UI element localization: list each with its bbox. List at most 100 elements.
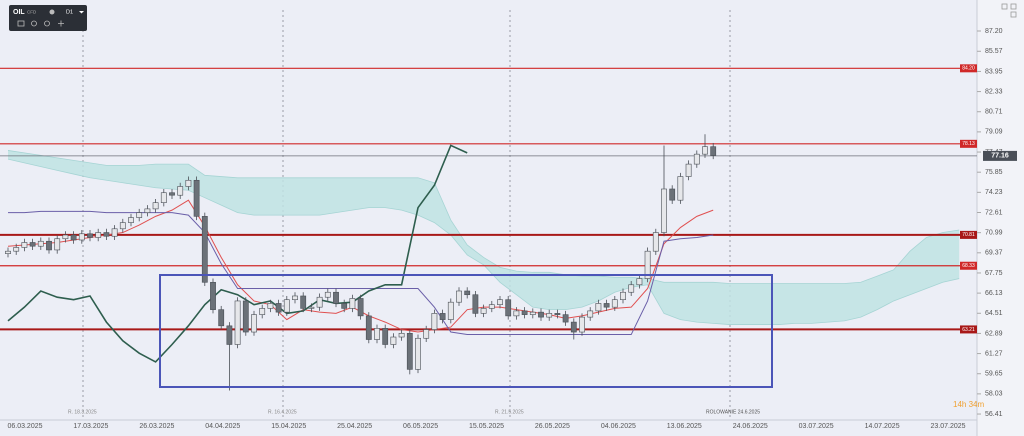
rollover-label: R. 21.5.2025 <box>495 409 524 415</box>
window-icons <box>1001 3 1017 18</box>
y-tick-label: 70.99 <box>985 229 1003 236</box>
candle-body <box>95 232 102 238</box>
y-tick-label: 85.57 <box>985 48 1003 55</box>
candle-body <box>357 298 364 317</box>
candle-body <box>620 291 626 301</box>
candle-body <box>226 325 233 345</box>
timeframe[interactable]: D1 <box>66 9 73 15</box>
candle-body <box>480 308 487 314</box>
candle-body <box>324 291 331 298</box>
y-tick-label: 82.33 <box>985 88 1003 95</box>
level-label-box <box>960 230 977 239</box>
x-tick-label: 04.06.2025 <box>601 423 636 430</box>
candle-body <box>570 321 577 333</box>
candle-body <box>365 315 372 340</box>
candle-body <box>693 153 700 165</box>
candle-body <box>54 238 61 251</box>
candle-body <box>497 299 503 305</box>
candle-body <box>128 217 134 223</box>
candle-body <box>702 146 708 155</box>
candle-body <box>111 228 118 237</box>
x-tick-label: 26.05.2025 <box>535 423 570 430</box>
candle-body <box>611 299 618 308</box>
zoom-in-icon[interactable] <box>44 20 50 27</box>
candle-body <box>300 295 307 309</box>
symbol: OIL <box>13 9 25 16</box>
x-tick-label: 15.04.2025 <box>271 423 306 430</box>
candle-body <box>595 303 602 312</box>
candle-body <box>259 308 266 315</box>
info-icon[interactable] <box>49 9 55 15</box>
candle-body <box>538 311 544 318</box>
candle-body <box>423 329 430 339</box>
y-tick-label: 58.03 <box>985 391 1003 398</box>
candle-body <box>579 316 585 333</box>
x-tick-label: 25.04.2025 <box>337 423 372 430</box>
candle-body <box>505 299 512 317</box>
indicator-line <box>7 144 468 363</box>
last-price-label: 77.16 <box>991 153 1009 160</box>
y-tick-label: 61.27 <box>985 350 1003 357</box>
y-tick-label: 64.51 <box>985 310 1003 317</box>
candle-body <box>292 295 298 301</box>
candle-body <box>87 233 93 238</box>
window-icon[interactable] <box>1010 11 1017 18</box>
y-tick-label: 83.95 <box>985 68 1003 75</box>
indicator-line <box>8 210 714 336</box>
candle-body <box>5 250 11 254</box>
move-icon[interactable] <box>58 20 64 27</box>
window-icon[interactable] <box>1001 3 1008 10</box>
candle-body <box>349 298 356 309</box>
candle-body <box>529 311 536 315</box>
last-price-box <box>983 150 1017 161</box>
level-label-box <box>960 261 977 270</box>
x-tick-label: 23.07.2025 <box>930 423 965 430</box>
candle-body <box>669 188 676 201</box>
candle-body <box>415 337 421 370</box>
candle-body <box>136 212 143 218</box>
candle-body <box>661 188 667 233</box>
candle-body <box>193 179 200 217</box>
candle-body <box>242 300 249 333</box>
y-tick-label: 74.23 <box>985 189 1003 196</box>
candle-body <box>177 186 184 196</box>
candle-body <box>46 240 52 251</box>
level-label: 68.33 <box>962 263 975 269</box>
x-tick-label: 13.06.2025 <box>667 423 702 430</box>
x-tick-label: 06.05.2025 <box>403 423 438 430</box>
candle-body <box>78 233 85 241</box>
candle-body <box>152 202 159 210</box>
window-icon[interactable] <box>1010 3 1017 10</box>
candle-body <box>37 240 44 247</box>
cloud-lower <box>7 158 960 325</box>
candle-body <box>201 216 208 283</box>
candle-body <box>169 192 175 196</box>
candle-body <box>456 290 462 303</box>
candle-body <box>587 310 594 318</box>
candle-body <box>652 232 659 252</box>
level-label: 78.13 <box>962 141 975 147</box>
candle-body <box>251 314 257 333</box>
candle-body <box>70 234 77 241</box>
x-tick-label: 14.07.2025 <box>865 423 900 430</box>
candle-body <box>316 296 323 308</box>
x-tick-label: 06.03.2025 <box>7 423 42 430</box>
zoom-out-icon[interactable] <box>31 20 37 27</box>
candle-body <box>308 306 315 309</box>
symbol-toolbar[interactable] <box>9 5 87 31</box>
dropdown-icon[interactable] <box>79 11 84 14</box>
annotation-box <box>159 274 773 388</box>
candle-body <box>374 328 380 340</box>
candle-body <box>333 291 339 304</box>
candle-body <box>210 281 216 310</box>
candle-body <box>464 290 471 296</box>
x-tick-label: 24.06.2025 <box>733 423 768 430</box>
price-axis-panel <box>977 0 1024 436</box>
candle-body <box>382 328 389 345</box>
candle-body <box>554 313 561 315</box>
rollover-label: ROLOWANIE 24.6.2025 <box>706 409 760 415</box>
candle-body <box>521 310 528 315</box>
tool-icon[interactable] <box>17 20 25 27</box>
candle-body <box>185 179 192 187</box>
